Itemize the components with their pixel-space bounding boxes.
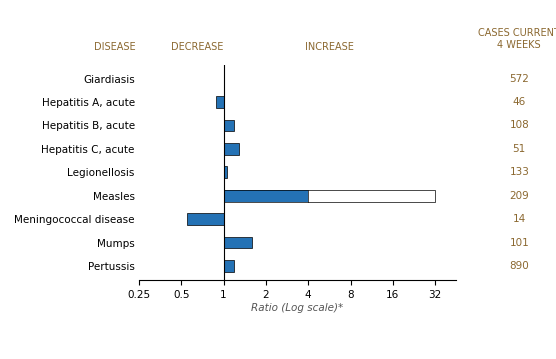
- Bar: [224, 190, 435, 202]
- Bar: [216, 96, 224, 108]
- Text: INCREASE: INCREASE: [305, 42, 354, 52]
- Text: 209: 209: [509, 191, 529, 201]
- Bar: [308, 190, 435, 202]
- Bar: [224, 237, 252, 248]
- Text: 51: 51: [513, 144, 526, 154]
- Text: DISEASE: DISEASE: [94, 42, 136, 52]
- Bar: [187, 213, 224, 225]
- X-axis label: Ratio (Log scale)*: Ratio (Log scale)*: [251, 303, 344, 313]
- Text: CASES CURRENT
4 WEEKS: CASES CURRENT 4 WEEKS: [478, 28, 556, 50]
- Bar: [224, 190, 308, 202]
- Text: 890: 890: [509, 261, 529, 271]
- Bar: [224, 120, 234, 131]
- Text: DECREASE: DECREASE: [171, 42, 224, 52]
- Bar: [224, 167, 227, 178]
- Text: 572: 572: [509, 74, 529, 84]
- Text: 14: 14: [513, 214, 526, 224]
- Text: 108: 108: [509, 121, 529, 130]
- Bar: [224, 143, 239, 155]
- Text: 133: 133: [509, 167, 529, 177]
- Text: 46: 46: [513, 97, 526, 107]
- Text: 101: 101: [509, 238, 529, 248]
- Bar: [224, 260, 234, 272]
